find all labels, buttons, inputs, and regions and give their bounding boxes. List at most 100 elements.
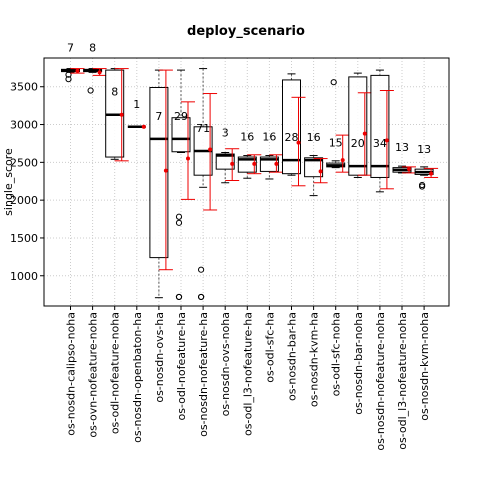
mean-point bbox=[163, 168, 168, 173]
mean-point bbox=[141, 124, 146, 129]
count-label: 1 bbox=[133, 98, 140, 111]
count-label: 16 bbox=[240, 130, 254, 143]
count-label: 29 bbox=[174, 110, 188, 123]
outlier-point bbox=[87, 87, 94, 94]
y-tick-label: 3000 bbox=[10, 119, 38, 132]
x-category-label: os-nosdn-ovs-noha bbox=[219, 312, 232, 416]
x-category-label: os-odl_l3-nofeature-noha bbox=[396, 312, 409, 450]
outlier-point bbox=[65, 71, 72, 78]
count-label: 34 bbox=[373, 137, 387, 150]
y-tick-label: 3500 bbox=[10, 81, 38, 94]
x-category-label: os-ovn-nofeature-noha bbox=[87, 312, 100, 438]
count-label: 16 bbox=[307, 131, 321, 144]
box-group: 8 bbox=[105, 68, 129, 162]
box-group: 34 bbox=[370, 69, 394, 193]
x-category-label: os-nosdn-ovs-ha bbox=[153, 312, 166, 403]
x-category-label: os-nosdn-kvm-noha bbox=[418, 312, 431, 421]
x-category-label: os-nosdn-calipso-noha bbox=[65, 312, 78, 436]
x-category-label: os-nosdn-bar-noha bbox=[352, 312, 365, 415]
count-label: 3 bbox=[222, 127, 229, 140]
plot-frame bbox=[43, 57, 450, 307]
count-label: 20 bbox=[351, 137, 365, 150]
count-label: 15 bbox=[329, 136, 343, 149]
mean-point bbox=[429, 171, 434, 176]
outlier-point bbox=[198, 293, 205, 301]
box bbox=[304, 157, 324, 178]
count-label: 8 bbox=[111, 86, 118, 99]
box bbox=[348, 76, 368, 176]
box bbox=[237, 156, 257, 173]
box-group: 15 bbox=[326, 79, 350, 173]
y-tick-label: 1500 bbox=[10, 232, 38, 245]
count-label: 13 bbox=[395, 141, 409, 154]
box bbox=[259, 156, 279, 172]
box-group: 13 bbox=[392, 141, 416, 174]
y-tick-label: 1000 bbox=[10, 270, 38, 283]
count-label: 8 bbox=[89, 41, 96, 54]
mean-point bbox=[296, 140, 301, 145]
mean-point bbox=[384, 138, 389, 143]
chart-title: deploy_scenario bbox=[187, 24, 305, 39]
outlier-point bbox=[419, 183, 426, 190]
box-group: 29 bbox=[171, 69, 195, 301]
x-category-label: os-odl-sfc-ha bbox=[263, 312, 276, 383]
mean-point bbox=[119, 112, 124, 117]
x-category-label: os-odl-sfc-noha bbox=[330, 312, 343, 396]
mean-point bbox=[75, 68, 80, 73]
mean-point bbox=[362, 131, 367, 136]
x-category-label: os-nosdn-kvm-ha bbox=[308, 312, 321, 407]
mean-point bbox=[318, 169, 323, 174]
box-group: 7 bbox=[149, 69, 173, 299]
count-label: 13 bbox=[417, 143, 431, 156]
box-plots: 7 8 8 1 7 29 71 3 16 16 28 16 15 20 34 13 13 bbox=[61, 41, 439, 301]
box-group: 1 bbox=[127, 98, 146, 129]
box bbox=[370, 74, 390, 178]
box-group: 13 bbox=[414, 143, 439, 190]
box-group: 28 bbox=[282, 73, 306, 187]
count-label: 28 bbox=[285, 131, 299, 144]
box bbox=[215, 153, 235, 170]
mean-point bbox=[186, 156, 190, 161]
x-category-label: os-nosdn-openbaton-ha bbox=[131, 312, 144, 443]
box-group: 8 bbox=[83, 41, 107, 94]
outlier-point bbox=[175, 219, 183, 226]
count-label: 7 bbox=[67, 41, 74, 54]
x-category-label: os-odl-nofeature-noha bbox=[109, 312, 122, 434]
mean-point bbox=[340, 158, 345, 163]
mean-point bbox=[407, 167, 411, 172]
outlier-point bbox=[198, 266, 205, 273]
outlier-point bbox=[175, 293, 183, 301]
x-axis: os-nosdn-calipso-noha os-ovn-nofeature-no… bbox=[65, 306, 431, 451]
box-group: 16 bbox=[259, 130, 284, 180]
box-group: 7 bbox=[61, 41, 85, 83]
x-category-label: os-nosdn-nofeature-noha bbox=[374, 312, 387, 451]
box-group: 16 bbox=[304, 131, 328, 197]
x-category-label: os-odl-nofeature-ha bbox=[175, 312, 188, 420]
y-axis-title: single_score bbox=[2, 148, 15, 216]
box-group: 71 bbox=[193, 68, 218, 301]
box bbox=[282, 79, 301, 175]
outlier-point bbox=[175, 213, 183, 220]
box-group: 20 bbox=[348, 72, 372, 178]
box-group: 3 bbox=[215, 127, 240, 184]
count-label: 7 bbox=[155, 110, 162, 123]
mean-point bbox=[252, 161, 257, 166]
x-category-label: os-odl_l3-nofeature-ha bbox=[241, 312, 254, 436]
count-label: 71 bbox=[196, 122, 210, 135]
x-category-label: os-nosdn-bar-ha bbox=[286, 312, 299, 401]
mean-point bbox=[208, 147, 213, 152]
outlier-point bbox=[65, 76, 72, 83]
box bbox=[149, 86, 169, 259]
mean-point bbox=[97, 70, 102, 75]
x-category-label: os-nosdn-nofeature-ha bbox=[197, 312, 210, 437]
y-tick-label: 2500 bbox=[10, 156, 38, 169]
box bbox=[171, 117, 191, 153]
count-label: 16 bbox=[262, 130, 276, 143]
mean-point bbox=[230, 161, 235, 166]
box-group: 16 bbox=[237, 130, 262, 179]
y-tick-label: 2000 bbox=[10, 194, 38, 207]
outlier-point bbox=[330, 79, 337, 86]
y-axis: 1000 1500 2000 2500 3000 3500 bbox=[10, 81, 44, 283]
mean-point bbox=[274, 161, 279, 166]
